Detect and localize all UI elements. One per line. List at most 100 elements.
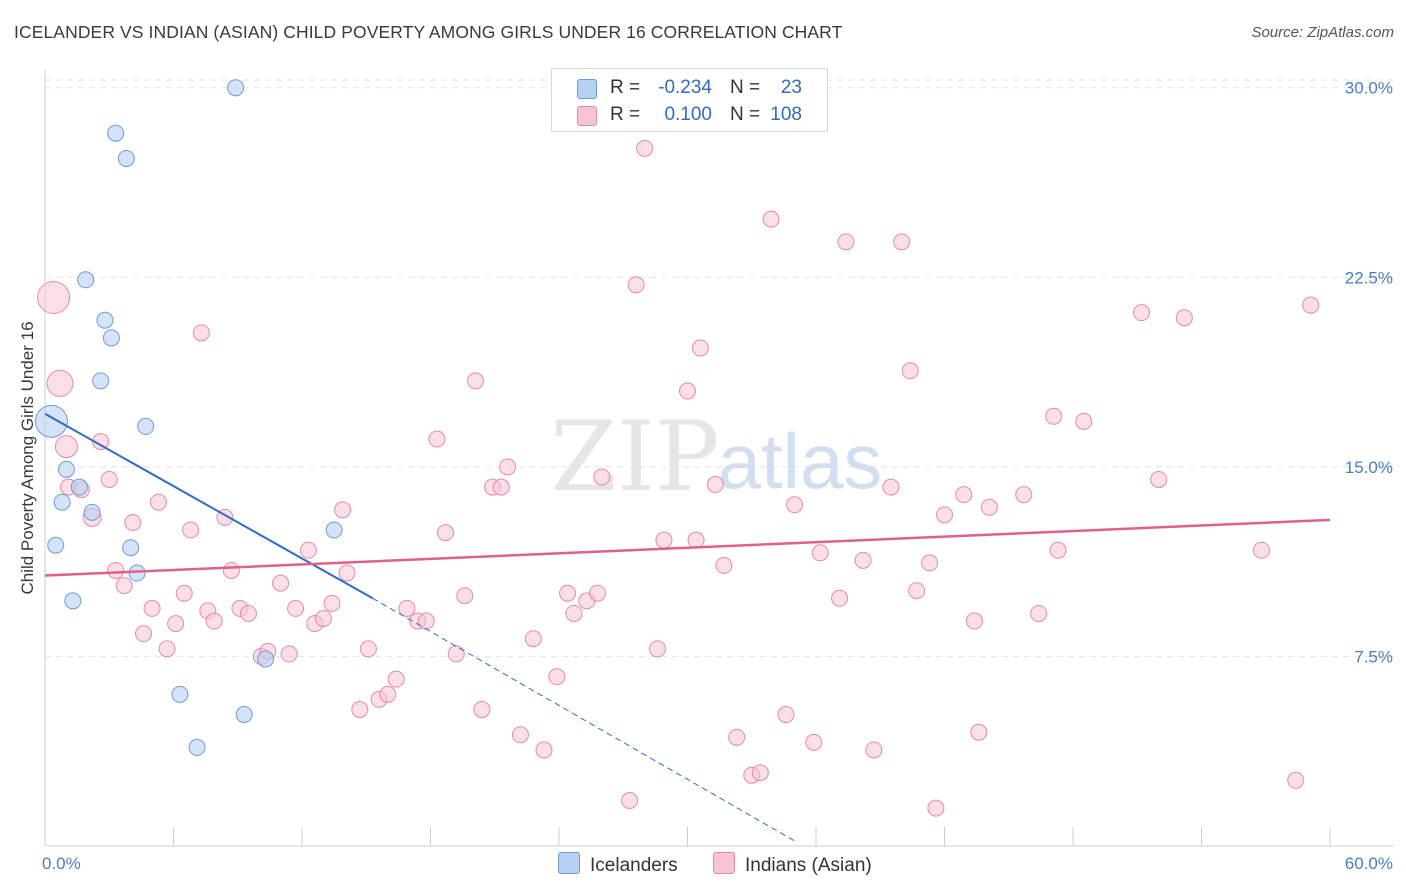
trend-lines [44, 412, 1331, 842]
indian-point [1030, 604, 1048, 622]
indian-point [499, 458, 517, 476]
legend-n-value: 108 [770, 104, 802, 125]
icelander-point [122, 539, 140, 557]
icelander-point [188, 738, 206, 756]
indian-point [54, 435, 78, 459]
indian-point [854, 551, 872, 569]
y-tick-label: 15.0% [1345, 458, 1393, 477]
watermark-zip: ZIP [550, 401, 719, 513]
indian-point [715, 556, 733, 574]
indian-point [865, 741, 883, 759]
x-tick-label: 60.0% [1345, 854, 1393, 873]
icelander-point [47, 536, 65, 554]
icelander-point [107, 124, 125, 142]
indian-point [158, 640, 176, 658]
icelander-point [70, 478, 88, 496]
x-tick-label: 0.0% [42, 854, 81, 873]
legend-n-label: N = [730, 104, 761, 125]
indian-point [511, 726, 529, 744]
source-label: Source: ZipAtlas.com [1251, 24, 1394, 41]
icelanders-trend-line [44, 412, 374, 600]
legend-n-label: N = [730, 77, 761, 98]
indian-point [965, 612, 983, 630]
indian-point [314, 610, 332, 628]
indian-point [837, 233, 855, 251]
indian-point [649, 640, 667, 658]
indian-point [936, 506, 953, 524]
indian-point [811, 544, 829, 562]
indian-point [143, 599, 161, 617]
indian-point [398, 599, 416, 617]
indian-point [334, 501, 352, 519]
indian-point [473, 701, 491, 719]
indian-point [762, 210, 780, 228]
legend-n-value: 23 [780, 77, 802, 98]
chart-title: ICELANDER VS INDIAN (ASIAN) CHILD POVERT… [14, 22, 843, 42]
icelander-point [34, 404, 68, 438]
indian-point [124, 513, 142, 531]
icelander-point [53, 493, 71, 511]
indian-point [222, 561, 240, 579]
watermark-atlas: atlas [718, 417, 883, 505]
indian-point [524, 630, 542, 648]
indian-point [751, 764, 769, 782]
indian-point [272, 574, 290, 592]
indian-point [955, 486, 973, 504]
indian-point [338, 564, 356, 582]
icelander-point [137, 417, 155, 435]
icelander-point [235, 706, 253, 724]
icelander-point [96, 311, 114, 329]
indian-point [691, 339, 709, 357]
icelander-point [77, 271, 95, 289]
icelander-point [171, 685, 189, 703]
indian-point [1015, 486, 1033, 504]
indian-point [205, 612, 223, 630]
icelander-point [325, 521, 343, 539]
indian-point [621, 792, 639, 810]
icelander-point [257, 650, 275, 668]
indian-point [351, 701, 369, 719]
icelanders-points [34, 79, 343, 756]
indian-point [728, 728, 746, 746]
indian-point [565, 604, 583, 622]
indian-point [192, 324, 210, 342]
indian-point [135, 625, 153, 643]
indian-point [299, 541, 317, 559]
bottom-legend-icelanders: Icelanders [558, 852, 678, 877]
indian-point [387, 670, 405, 688]
icelander-point [102, 329, 120, 347]
icelander-point [117, 149, 135, 167]
legend-r-value: -0.234 [658, 77, 712, 98]
indian-point [287, 599, 305, 617]
indian-point [1045, 407, 1063, 425]
indian-point [970, 723, 988, 741]
indian-point [535, 741, 553, 759]
indian-point [1175, 309, 1193, 327]
indian-point [1150, 470, 1168, 488]
indian-point [100, 470, 118, 488]
indian-point [456, 587, 474, 605]
indian-point [805, 733, 823, 751]
y-tick-label: 7.5% [1354, 647, 1393, 666]
indian-point [1049, 541, 1067, 559]
indian-point [908, 582, 926, 600]
tick-labels: 7.5% 15.0% 22.5% 30.0% 0.0% 60.0% [42, 79, 1393, 873]
indian-point [447, 645, 465, 663]
indian-point [466, 372, 484, 390]
indian-point [559, 584, 577, 602]
legend-row-icelanders: R = -0.234 N = 23 [552, 75, 827, 101]
stats-legend: R = -0.234 N = 23 R = 0.100 N = 108 [551, 68, 828, 132]
indian-point [1302, 296, 1320, 314]
indian-point [428, 430, 446, 448]
indian-point [1075, 412, 1093, 430]
indian-point [831, 589, 849, 607]
bottom-legend-indians: Indians (Asian) [713, 852, 872, 877]
indians-trend-line [44, 518, 1331, 577]
y-tick-label: 30.0% [1345, 79, 1393, 98]
indian-point [280, 645, 298, 663]
icelander-point [92, 372, 110, 390]
legend-r-label: R = [610, 77, 641, 98]
indian-point [1287, 771, 1305, 789]
icelander-point [83, 503, 101, 521]
axes [44, 70, 1394, 847]
